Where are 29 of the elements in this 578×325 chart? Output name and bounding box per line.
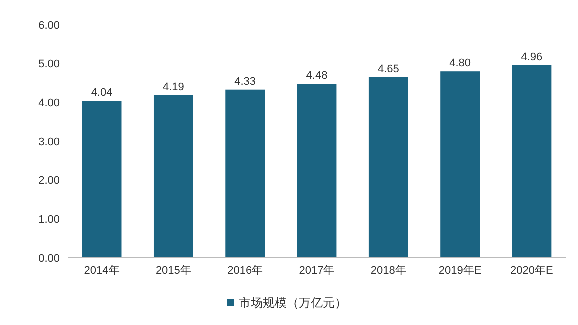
data-label: 4.65 [378,63,400,76]
bar [512,65,552,258]
data-label: 4.80 [450,58,472,70]
y-tick-label: 3.00 [38,136,60,148]
bar [440,72,480,258]
x-tick-label: 2016年 [228,265,264,277]
data-label: 4.19 [162,81,184,94]
x-tick-label: 2020年E [510,265,554,277]
bar [297,84,337,258]
data-label: 4.04 [91,87,113,100]
y-tick-label: 4.00 [38,98,60,110]
x-tick-label: 2017年 [299,265,335,277]
y-tick-label: 0.00 [38,252,60,265]
x-tick-label: 2014年 [84,265,120,277]
y-tick-label: 1.00 [38,214,60,226]
x-tick-label: 2019年E [438,265,482,277]
y-tick-label: 5.00 [38,58,60,71]
bar [154,95,194,258]
legend-label: 市场规模（万亿元） [239,296,347,310]
y-tick-label: 6.00 [38,20,60,32]
bar [368,77,408,258]
data-label: 4.48 [306,70,328,82]
x-tick-label: 2018年 [370,265,406,277]
data-label: 4.96 [521,51,543,64]
data-label: 4.33 [234,76,256,88]
x-tick-label: 2015年 [156,265,192,277]
bar [226,90,266,258]
y-tick-label: 2.00 [38,175,60,188]
bar [82,101,122,258]
